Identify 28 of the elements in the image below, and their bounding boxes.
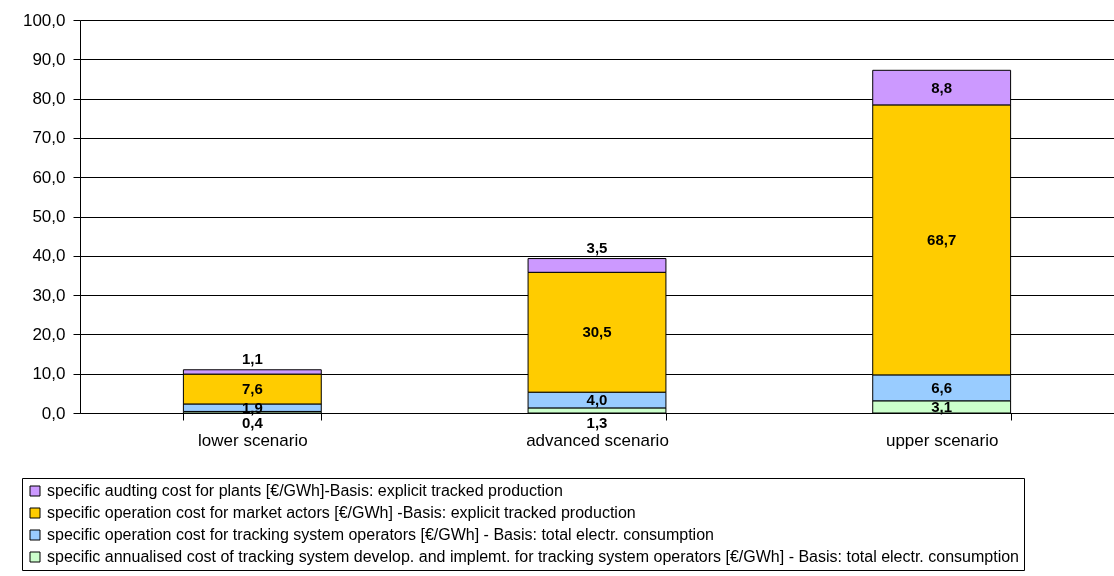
- legend-label: specific operation cost for tracking system operators [€/GWh] - Basis: total electr. consumption: [47, 526, 714, 543]
- legend-label: specific operation cost for market actors [€/GWh] -Basis: explicit tracked production: [47, 504, 636, 521]
- data-label: 68,7: [927, 230, 957, 248]
- legend-label: specific annualised cost of tracking system develop. and implemt. for tracking system operators [€/GWh] - Basis: total electr. consumption: [47, 548, 1019, 565]
- y-tick-label: 40,0: [32, 246, 66, 266]
- data-label: 8,8: [931, 78, 953, 96]
- x-tick-label: advanced scenario: [526, 430, 669, 450]
- data-label: 1,3: [586, 414, 608, 431]
- data-label: 7,6: [241, 380, 263, 398]
- data-label: 1,1: [241, 349, 263, 367]
- legend-label: specific audting cost for plants [€/GWh]-Basis: explicit tracked production: [47, 482, 563, 499]
- data-label: 30,5: [582, 323, 612, 341]
- y-tick-label: 90,0: [32, 49, 66, 69]
- x-tick-label: upper scenario: [885, 430, 999, 450]
- y-tick-label: 0,0: [41, 403, 66, 423]
- data-label: 3,1: [931, 397, 953, 415]
- y-tick-label: 70,0: [32, 128, 66, 148]
- y-tick-label: 100,0: [22, 10, 66, 30]
- data-label: 4,0: [586, 391, 608, 409]
- y-tick-label: 80,0: [32, 89, 66, 109]
- x-tick-label: lower scenario: [198, 430, 308, 450]
- y-tick-label: 60,0: [32, 167, 66, 187]
- y-tick-label: 20,0: [32, 324, 66, 344]
- y-tick-label: 10,0: [32, 364, 66, 384]
- y-tick-label: 30,0: [32, 285, 66, 305]
- data-label: 6,6: [931, 378, 953, 396]
- data-label: 3,5: [586, 238, 608, 256]
- y-tick-label: 50,0: [32, 207, 66, 226]
